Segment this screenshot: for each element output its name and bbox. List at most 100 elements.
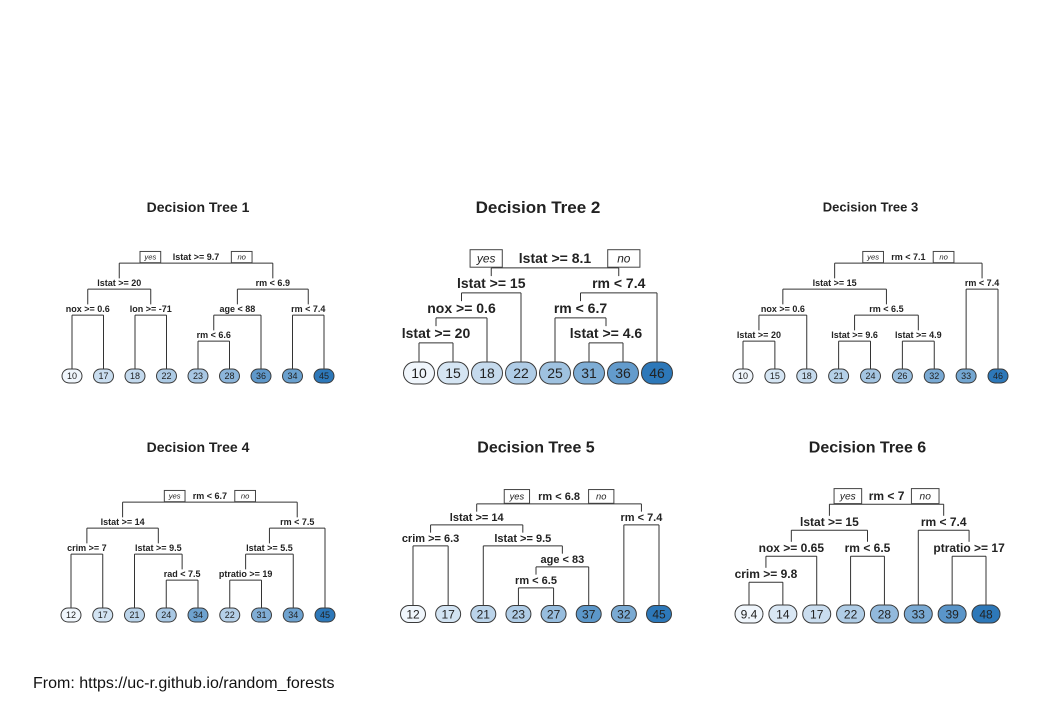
decision-tree-3: Decision Tree 3 rm < 7.1 yes no lstat >= 15 n… bbox=[732, 200, 1009, 384]
leaf-value: 21 bbox=[477, 607, 491, 621]
leaf-node: 25 bbox=[539, 361, 571, 385]
no-branch-label: no bbox=[588, 489, 615, 504]
leaf-value: 24 bbox=[161, 610, 171, 620]
leaf-value: 12 bbox=[406, 607, 420, 621]
leaf-value: 46 bbox=[993, 371, 1003, 381]
leaf-node: 10 bbox=[403, 361, 435, 385]
leaf-value: 36 bbox=[615, 365, 631, 381]
leaf-node: 24 bbox=[860, 368, 881, 384]
leaf-value: 12 bbox=[66, 610, 76, 620]
leaf-box bbox=[836, 604, 866, 624]
split-label: rm < 6.5 bbox=[845, 541, 891, 555]
no-branch-label: no bbox=[910, 488, 940, 505]
leaf-node: 10 bbox=[61, 368, 83, 384]
split-label: rm < 7.5 bbox=[280, 517, 314, 527]
leaf-node: 17 bbox=[93, 368, 114, 384]
tree-edges bbox=[742, 262, 999, 369]
leaf-box bbox=[828, 368, 850, 384]
leaf-value: 17 bbox=[441, 607, 455, 621]
leaf-value: 15 bbox=[770, 371, 780, 381]
yes-branch-label: yes bbox=[503, 489, 531, 504]
tree-leaves: 10 15 18 21 24 26 32 33 46 bbox=[732, 368, 1009, 384]
split-label: rm < 6.7 bbox=[554, 300, 608, 316]
leaf-value: 37 bbox=[582, 607, 596, 621]
tree-leaves: 10 17 18 22 23 28 36 34 45 bbox=[61, 368, 335, 384]
split-label: age < 83 bbox=[540, 554, 584, 566]
split-label: lstat >= 9.5 bbox=[494, 533, 551, 545]
leaf-node: 36 bbox=[607, 361, 639, 385]
svg-text:yes: yes bbox=[168, 492, 181, 501]
leaf-box bbox=[575, 605, 602, 623]
tree-edges bbox=[748, 503, 987, 605]
leaf-box bbox=[251, 607, 272, 623]
split-label: lstat >= 15 bbox=[813, 278, 857, 288]
leaf-value: 32 bbox=[929, 371, 939, 381]
leaf-value: 28 bbox=[878, 607, 892, 621]
tree-leaves: 12 17 21 23 27 37 32 45 bbox=[400, 605, 672, 623]
svg-text:no: no bbox=[241, 492, 250, 501]
leaf-node: 18 bbox=[471, 361, 503, 385]
leaf-value: 17 bbox=[98, 371, 108, 381]
leaf-node: 45 bbox=[314, 607, 336, 623]
leaf-node: 17 bbox=[802, 604, 832, 624]
leaf-node: 15 bbox=[764, 368, 786, 384]
leaf-value: 18 bbox=[802, 371, 812, 381]
svg-text:yes: yes bbox=[866, 253, 879, 262]
leaf-box bbox=[540, 605, 567, 623]
leaf-value: 18 bbox=[130, 371, 140, 381]
leaf-value: 31 bbox=[256, 610, 266, 620]
leaf-node: 17 bbox=[435, 605, 462, 623]
leaf-box bbox=[768, 604, 798, 624]
split-label: rad < 7.5 bbox=[164, 569, 201, 579]
leaf-box bbox=[646, 605, 672, 623]
tree-split-labels: rm < 6.7 yes no lstat >= 14 crim >= 7 lstat >… bbox=[67, 489, 314, 579]
leaf-box bbox=[764, 368, 786, 384]
split-label: rm < 7.4 bbox=[620, 512, 663, 524]
tree-title: Decision Tree 6 bbox=[809, 440, 926, 457]
leaf-node: 31 bbox=[573, 361, 605, 385]
split-label: lstat >= 9.7 bbox=[173, 252, 220, 262]
leaf-node: 26 bbox=[891, 368, 913, 384]
split-label: rm < 6.8 bbox=[538, 491, 580, 503]
leaf-node: 10 bbox=[732, 368, 754, 384]
leaf-box bbox=[60, 607, 82, 623]
leaf-node: 28 bbox=[219, 368, 240, 384]
tree-title: Decision Tree 2 bbox=[476, 198, 601, 217]
leaf-value: 17 bbox=[98, 610, 108, 620]
leaf-box bbox=[641, 361, 673, 385]
leaf-node: 9.4 bbox=[734, 604, 764, 624]
leaf-box bbox=[437, 361, 469, 385]
leaf-node: 21 bbox=[124, 607, 145, 623]
leaf-box bbox=[282, 368, 303, 384]
leaf-box bbox=[250, 368, 272, 384]
leaf-box bbox=[471, 361, 503, 385]
leaf-value: 34 bbox=[193, 610, 203, 620]
leaf-node: 17 bbox=[92, 607, 114, 623]
tree-title: Decision Tree 1 bbox=[147, 199, 250, 215]
tree-edges bbox=[71, 262, 325, 369]
leaf-value: 28 bbox=[224, 371, 234, 381]
split-label: lstat >= 20 bbox=[97, 278, 141, 288]
leaf-node: 39 bbox=[937, 604, 967, 624]
leaf-node: 21 bbox=[470, 605, 497, 623]
no-branch-label: no bbox=[607, 249, 641, 268]
leaf-value: 23 bbox=[193, 371, 203, 381]
leaf-value: 33 bbox=[912, 607, 926, 621]
leaf-box bbox=[313, 368, 335, 384]
leaf-box bbox=[734, 604, 764, 624]
leaf-node: 28 bbox=[869, 604, 899, 624]
leaf-box bbox=[796, 368, 818, 384]
split-label: rm < 7.1 bbox=[891, 252, 925, 262]
leaf-value: 10 bbox=[411, 365, 427, 381]
leaf-value: 25 bbox=[547, 365, 563, 381]
split-label: rm < 6.6 bbox=[197, 330, 231, 340]
yes-branch-label: yes bbox=[862, 250, 884, 264]
leaf-node: 33 bbox=[903, 604, 933, 624]
leaf-box bbox=[187, 607, 209, 623]
yes-branch-label: yes bbox=[469, 249, 503, 268]
split-label: nox >= 0.6 bbox=[761, 304, 805, 314]
leaf-value: 22 bbox=[225, 610, 235, 620]
leaf-node: 22 bbox=[219, 607, 241, 623]
